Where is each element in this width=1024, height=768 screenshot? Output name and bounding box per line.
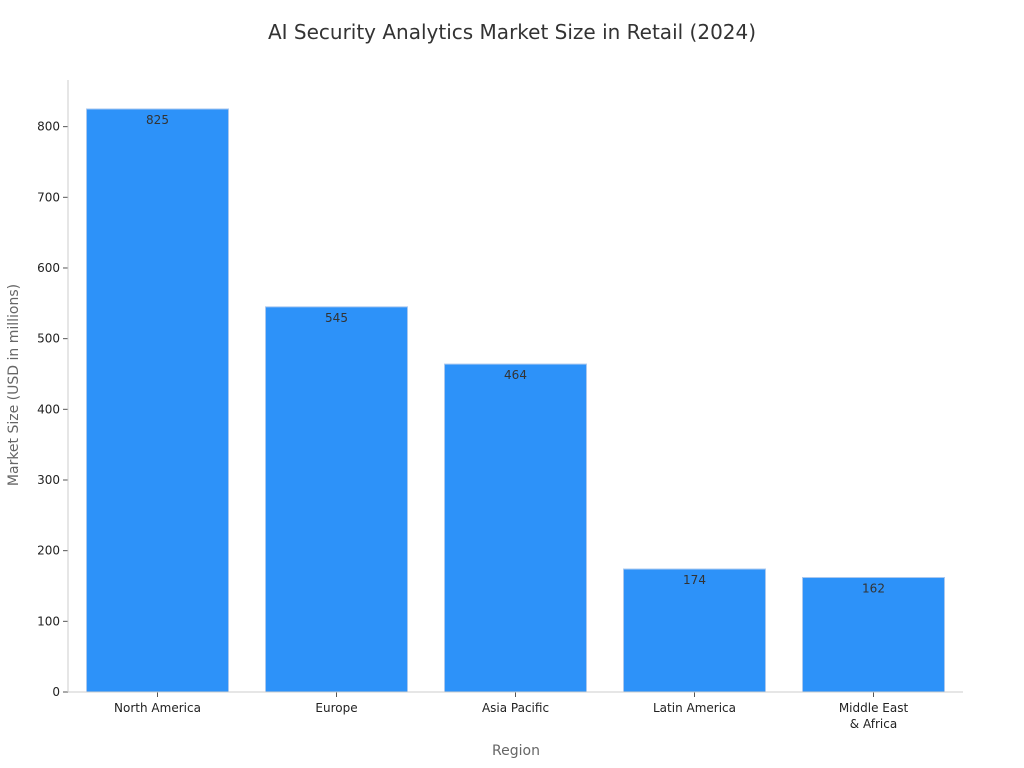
data-label-1: 545 (325, 311, 348, 325)
x-tick-label-1: Europe (315, 701, 357, 715)
bar-0 (86, 108, 229, 693)
y-tick-label-5: 500 (37, 332, 60, 346)
x-tick-label-2: Asia Pacific (482, 701, 549, 715)
data-label-4: 162 (862, 582, 885, 596)
y-tick-label-3: 300 (37, 473, 60, 487)
y-tick-label-7: 700 (37, 190, 60, 204)
data-label-0: 825 (146, 113, 169, 127)
bar-2 (444, 363, 587, 693)
x-tick-label-4: Middle East & Africa (839, 701, 909, 731)
bar-3 (623, 568, 766, 693)
bar-1 (265, 306, 408, 693)
x-tick-label-3: Latin America (653, 701, 736, 715)
y-tick-label-1: 100 (37, 614, 60, 628)
y-tick-label-8: 800 (37, 120, 60, 134)
x-axis-label: Region (492, 743, 540, 759)
y-tick-label-2: 200 (37, 544, 60, 558)
chart-title: AI Security Analytics Market Size in Ret… (267, 20, 757, 44)
x-tick-label-0: North America (114, 701, 201, 715)
data-label-2: 464 (504, 368, 527, 382)
y-tick-label-0: 0 (52, 685, 60, 699)
y-tick-label-6: 600 (37, 261, 60, 275)
data-label-3: 174 (683, 573, 706, 587)
y-axis-label: Market Size (USD in millions) (6, 284, 22, 486)
y-tick-label-4: 400 (37, 402, 60, 416)
